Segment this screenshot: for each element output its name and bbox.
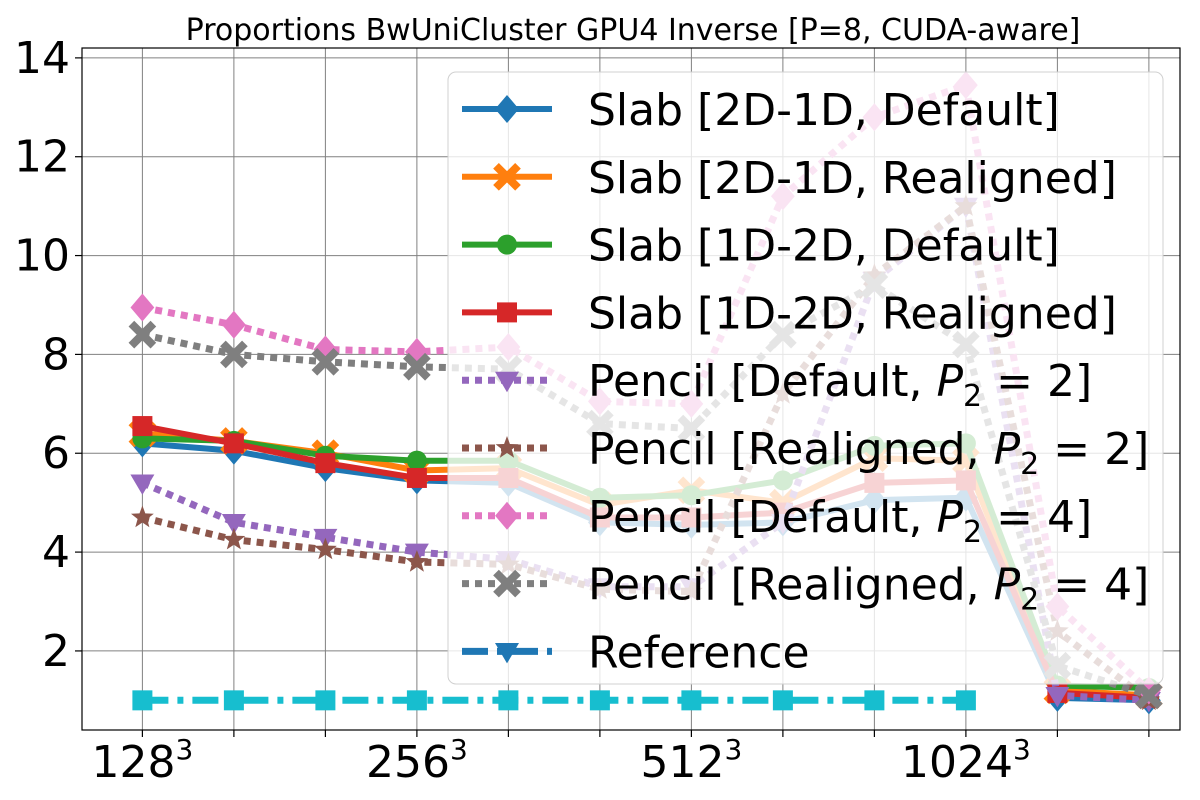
legend-entry: Pencil [Realigned, P2 = 2] [462, 424, 1149, 482]
x-tick-label: 2563 [366, 733, 468, 788]
x-tick-label: 5123 [640, 733, 742, 788]
x-tick-label: 10243 [901, 733, 1031, 788]
y-tick-label: 10 [14, 231, 70, 282]
data-point [223, 433, 244, 454]
data-point [130, 293, 155, 322]
data-point [221, 514, 246, 535]
legend-entry: Slab [2D-1D, Default] [462, 85, 1060, 136]
legend-marker [495, 95, 519, 123]
legend-marker [497, 302, 517, 323]
data-point [955, 690, 976, 711]
legend-entry: Pencil [Default, P2 = 2] [462, 356, 1092, 414]
data-point [131, 505, 154, 528]
legend-marker [495, 643, 519, 664]
x-tick-label: 1283 [91, 733, 193, 788]
data-point [772, 690, 793, 711]
data-point [315, 690, 336, 711]
legend-label: Slab [1D-2D, Realigned] [588, 288, 1117, 339]
y-tick-label: 8 [42, 329, 70, 380]
legend-label: Reference [588, 627, 810, 678]
data-point [223, 690, 244, 711]
y-tick-label: 6 [42, 428, 70, 479]
legend-entry: Pencil [Default, P2 = 4] [462, 492, 1092, 550]
legend-marker [495, 501, 519, 530]
chart-title: Proportions BwUniCluster GPU4 Inverse [P… [186, 13, 1081, 48]
legend-entry: Pencil [Realigned, P2 = 4] [462, 560, 1149, 618]
y-tick-label: 4 [42, 527, 70, 578]
legend-label: Slab [2D-1D, Default] [588, 85, 1060, 136]
data-point [314, 537, 337, 560]
legend-label: Pencil [Default, P2 = 4] [588, 492, 1092, 550]
series-8 [132, 690, 976, 711]
y-tick-label: 2 [42, 626, 70, 677]
data-point [132, 690, 153, 711]
axes: 2 4 6 8 10 12 14 1283 2563 5123 10243 [14, 33, 1181, 788]
legend-entry: Slab [1D-2D, Default] [462, 221, 1060, 272]
data-point [864, 690, 885, 711]
data-point [1135, 681, 1163, 710]
y-tick-label: 12 [14, 132, 70, 183]
legend-marker [497, 234, 517, 255]
legend-label: Pencil [Realigned, P2 = 2] [588, 424, 1149, 482]
legend-marker [495, 371, 519, 393]
data-point [128, 320, 157, 349]
data-point [406, 467, 427, 488]
data-point [222, 527, 246, 550]
y-tick-label: 14 [14, 33, 70, 84]
data-point [681, 690, 702, 711]
data-point [405, 550, 429, 572]
legend-label: Pencil [Default, P2 = 2] [588, 356, 1092, 414]
legend-entry: Slab [2D-1D, Realigned] [462, 153, 1117, 204]
data-point [589, 690, 610, 711]
data-point [406, 450, 427, 471]
data-point [221, 310, 246, 339]
legend-label: Slab [2D-1D, Realigned] [588, 153, 1117, 204]
legend-marker [493, 569, 521, 598]
data-point [406, 690, 427, 711]
legend-box [447, 71, 1164, 685]
legend-label: Pencil [Realigned, P2 = 4] [588, 560, 1149, 618]
legend-marker [493, 162, 521, 191]
data-point [1045, 687, 1070, 708]
legend-marker [495, 436, 519, 458]
legend-label: Slab [1D-2D, Default] [588, 221, 1060, 272]
data-point [311, 347, 340, 376]
data-point [498, 690, 519, 711]
data-point [132, 416, 153, 437]
legend-entry: Reference [462, 627, 810, 678]
data-point [130, 474, 155, 495]
data-point [220, 340, 248, 369]
data-point [403, 352, 431, 381]
legend: Slab [2D-1D, Default] Slab [2D-1D, Realig… [447, 71, 1164, 685]
data-point [315, 453, 336, 474]
plot-frame [81, 47, 1181, 731]
legend-entry: Slab [1D-2D, Realigned] [462, 288, 1117, 339]
